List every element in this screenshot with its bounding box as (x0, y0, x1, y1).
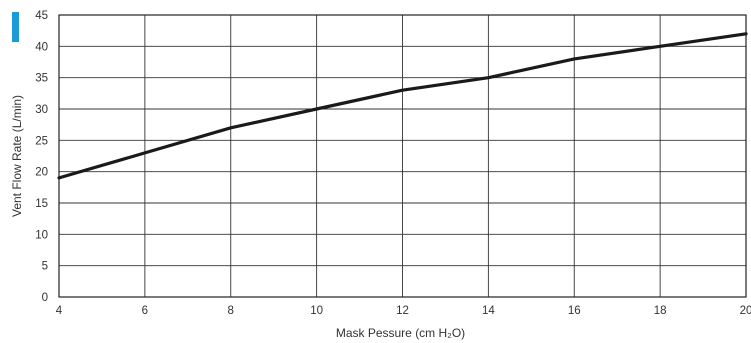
y-tick-label: 45 (35, 10, 48, 22)
plot-frame (58, 14, 747, 298)
grid (58, 14, 747, 298)
y-tick-label: 15 (35, 198, 48, 210)
x-axis-title: Mask Pessure (cm H₂O) (336, 326, 465, 340)
y-tick-label: 0 (42, 292, 48, 304)
y-tick-label: 5 (42, 261, 48, 273)
y-tick-label: 35 (35, 73, 48, 85)
accent-bar (12, 12, 19, 42)
y-axis-title: Vent Flow Rate (L/min) (10, 95, 24, 217)
y-tick-label: 10 (35, 229, 48, 241)
tick-labels: 4 6 8 10 12 14 16 18 20 0 5 10 15 20 25 30 35 40 45 (35, 10, 751, 317)
y-tick-label: 40 (35, 41, 48, 53)
y-tick-label: 20 (35, 167, 48, 179)
x-tick-label: 6 (142, 305, 148, 317)
x-tick-label: 8 (228, 305, 234, 317)
x-tick-label: 4 (56, 305, 63, 317)
y-tick-label: 25 (35, 135, 48, 147)
x-tick-label: 20 (740, 305, 751, 317)
series-layer (57, 32, 748, 180)
x-tick-label: 12 (396, 305, 409, 317)
y-tick-label: 30 (35, 104, 48, 116)
x-tick-label: 18 (654, 305, 667, 317)
x-tick-label: 14 (482, 305, 495, 317)
series-line-0 (57, 32, 748, 180)
x-tick-label: 16 (568, 305, 581, 317)
x-tick-label: 10 (310, 305, 323, 317)
